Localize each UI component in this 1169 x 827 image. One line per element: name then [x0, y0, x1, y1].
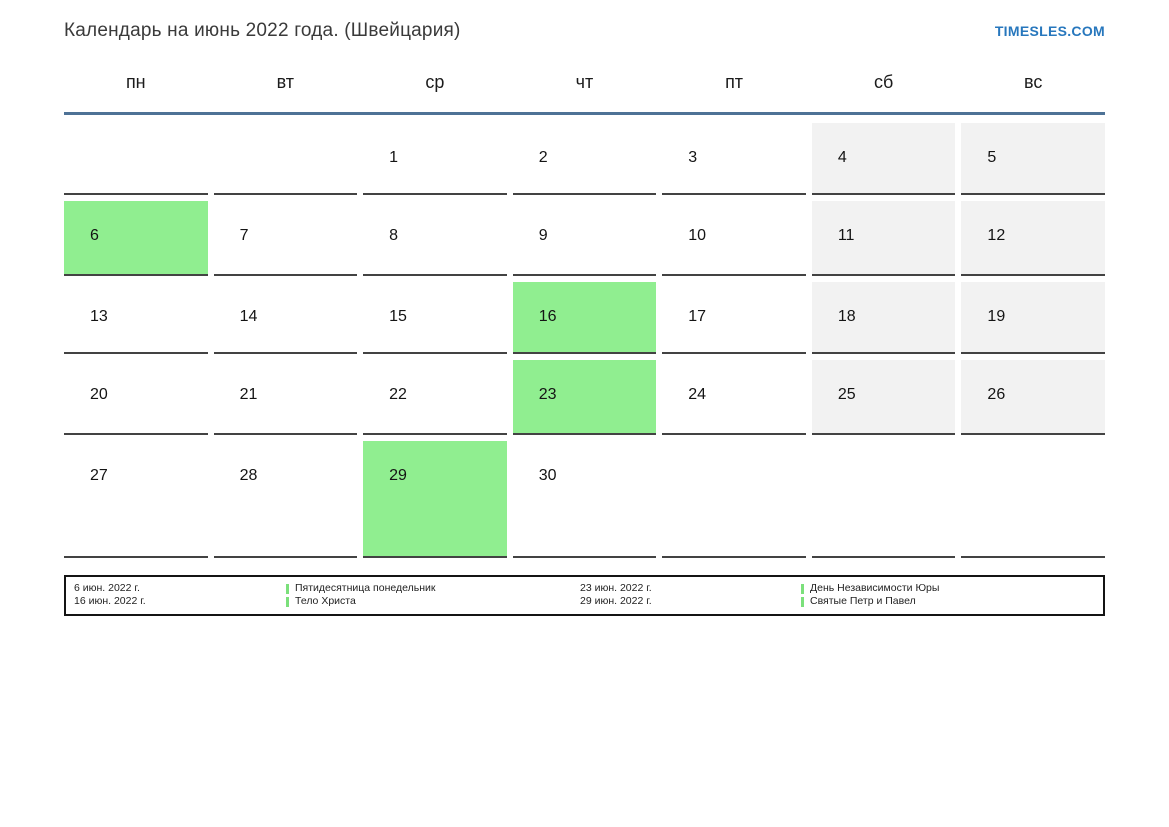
weekday-header: пт — [725, 72, 744, 92]
holiday-marker-icon — [286, 596, 289, 607]
day-cell-29: 29 — [363, 441, 507, 558]
empty-cell — [662, 441, 806, 558]
legend-date: 23 июн. 2022 г. — [580, 582, 652, 594]
legend-date: 16 июн. 2022 г. — [74, 595, 146, 607]
weekday-header: сб — [873, 72, 894, 92]
day-cell-13: 13 — [64, 282, 208, 354]
day-cell-1: 1 — [363, 123, 507, 195]
day-cell-12: 12 — [961, 201, 1105, 276]
day-cell-3: 3 — [662, 123, 806, 195]
calendar-page: Календарь на июнь 2022 года. (Швейцария)… — [64, 0, 1105, 616]
day-cell-11: 11 — [811, 201, 956, 276]
day-cell-2: 2 — [512, 123, 657, 195]
day-cell-30: 30 — [512, 441, 657, 558]
empty-cell — [213, 123, 358, 195]
legend-dates-group-2: 23 июн. 2022 г. 29 июн. 2022 г. — [580, 582, 801, 608]
day-cell-26: 26 — [961, 360, 1105, 435]
day-cell-4: 4 — [811, 123, 956, 195]
header-divider — [64, 112, 1105, 115]
calendar-grid: 1 2 3 4 5 6 7 8 9 10 11 12 13 14 15 16 17 18 19 20 21 22 23 24 2… — [64, 123, 1105, 558]
weekday-header: вт — [276, 72, 295, 92]
page-title: Календарь на июнь 2022 года. (Швейцария) — [64, 20, 461, 41]
day-cell-10: 10 — [662, 201, 806, 276]
day-cell-20: 20 — [64, 360, 208, 435]
legend-holiday: День Независимости Юры — [801, 582, 1103, 595]
day-cell-27: 27 — [64, 441, 208, 558]
legend-holiday-name: День Независимости Юры — [810, 582, 940, 594]
day-cell-8: 8 — [363, 201, 507, 276]
legend-date: 29 июн. 2022 г. — [580, 595, 652, 607]
day-cell-5: 5 — [961, 123, 1105, 195]
weekday-header: чт — [575, 72, 594, 92]
legend-holiday: Тело Христа — [286, 595, 580, 608]
day-cell-18: 18 — [811, 282, 956, 354]
day-cell-17: 17 — [662, 282, 806, 354]
day-cell-7: 7 — [213, 201, 358, 276]
day-cell-21: 21 — [213, 360, 358, 435]
day-cell-19: 19 — [961, 282, 1105, 354]
legend-dates-group-1: 6 июн. 2022 г. 16 июн. 2022 г. — [74, 582, 286, 608]
day-cell-24: 24 — [662, 360, 806, 435]
legend-names-group-2: День Независимости Юры Святые Петр и Пав… — [801, 582, 1103, 608]
weekday-header: ср — [425, 72, 445, 92]
empty-cell — [811, 441, 956, 558]
weekday-header-row: пн вт ср чт пт сб вс — [64, 72, 1105, 93]
holiday-marker-icon — [286, 583, 289, 594]
legend-holiday-name: Святые Петр и Павел — [810, 595, 916, 607]
holiday-legend: 6 июн. 2022 г. 16 июн. 2022 г. Пятидесят… — [64, 575, 1105, 616]
legend-date: 6 июн. 2022 г. — [74, 582, 140, 594]
day-cell-14: 14 — [213, 282, 358, 354]
day-cell-28: 28 — [213, 441, 358, 558]
weekday-header: пн — [125, 72, 146, 92]
day-cell-6: 6 — [64, 201, 208, 276]
weekday-header: вс — [1024, 72, 1043, 92]
legend-names-group-1: Пятидесятница понедельник Тело Христа — [286, 582, 580, 608]
empty-cell — [64, 123, 208, 195]
holiday-marker-icon — [801, 583, 804, 594]
day-cell-16: 16 — [512, 282, 657, 354]
legend-holiday: Святые Петр и Павел — [801, 595, 1103, 608]
day-cell-15: 15 — [363, 282, 507, 354]
day-cell-25: 25 — [811, 360, 956, 435]
legend-holiday: Пятидесятница понедельник — [286, 582, 580, 595]
day-cell-9: 9 — [512, 201, 657, 276]
page-header: Календарь на июнь 2022 года. (Швейцария)… — [64, 0, 1105, 42]
holiday-marker-icon — [801, 596, 804, 607]
legend-holiday-name: Тело Христа — [295, 595, 356, 607]
site-link[interactable]: TIMESLES.COM — [994, 23, 1105, 39]
empty-cell — [961, 441, 1105, 558]
day-cell-23: 23 — [512, 360, 657, 435]
legend-holiday-name: Пятидесятница понедельник — [295, 582, 436, 594]
day-cell-22: 22 — [363, 360, 507, 435]
